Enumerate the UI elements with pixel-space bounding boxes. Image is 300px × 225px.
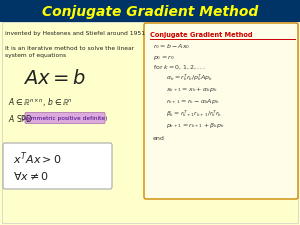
Text: Conjugate Gradient Method: Conjugate Gradient Method (150, 32, 253, 38)
Text: $p_{k+1} = r_{k+1} + \beta_k p_k$: $p_{k+1} = r_{k+1} + \beta_k p_k$ (166, 122, 225, 130)
FancyBboxPatch shape (2, 22, 298, 223)
Text: $\alpha_k = r_k^T r_k / p_k^T A p_k$: $\alpha_k = r_k^T r_k / p_k^T A p_k$ (166, 73, 214, 83)
FancyBboxPatch shape (25, 112, 105, 124)
Text: $\forall x \neq 0$: $\forall x \neq 0$ (13, 169, 49, 182)
Text: $Ax = b$: $Ax = b$ (23, 68, 87, 88)
Text: Conjugate Gradient Method: Conjugate Gradient Method (42, 5, 258, 19)
FancyBboxPatch shape (3, 143, 112, 189)
Text: $A \in \mathbb{R}^{n \times n},\, b \in \mathbb{R}^n$: $A \in \mathbb{R}^{n \times n},\, b \in … (8, 97, 73, 109)
FancyBboxPatch shape (144, 23, 298, 199)
Text: system of equations: system of equations (5, 52, 66, 58)
Text: (symmetric positive definite): (symmetric positive definite) (22, 116, 108, 121)
Text: $x_{k+1} = x_k + \alpha_k p_k$: $x_{k+1} = x_k + \alpha_k p_k$ (166, 86, 218, 94)
Text: invented by Hestenes and Stiefel around 1951: invented by Hestenes and Stiefel around … (5, 31, 145, 36)
Text: $r_{k+1} = r_k - \alpha_k A p_k$: $r_{k+1} = r_k - \alpha_k A p_k$ (166, 97, 220, 106)
Text: for $k = 0,1,2,...$: for $k = 0,1,2,...$ (153, 63, 206, 71)
Text: $x^T Ax > 0$: $x^T Ax > 0$ (13, 151, 61, 167)
Text: $p_0 = r_0$: $p_0 = r_0$ (153, 52, 175, 61)
Text: It is an iterative method to solve the linear: It is an iterative method to solve the l… (5, 45, 134, 50)
Text: $\beta_k = r_{k+1}^T r_{k+1} / r_k^T r_k$: $\beta_k = r_{k+1}^T r_{k+1} / r_k^T r_k… (166, 109, 222, 119)
Text: $A$ SPD: $A$ SPD (8, 112, 33, 124)
Text: $r_0 = b - Ax_0$: $r_0 = b - Ax_0$ (153, 43, 190, 52)
Text: end: end (153, 135, 165, 140)
FancyBboxPatch shape (0, 0, 300, 22)
